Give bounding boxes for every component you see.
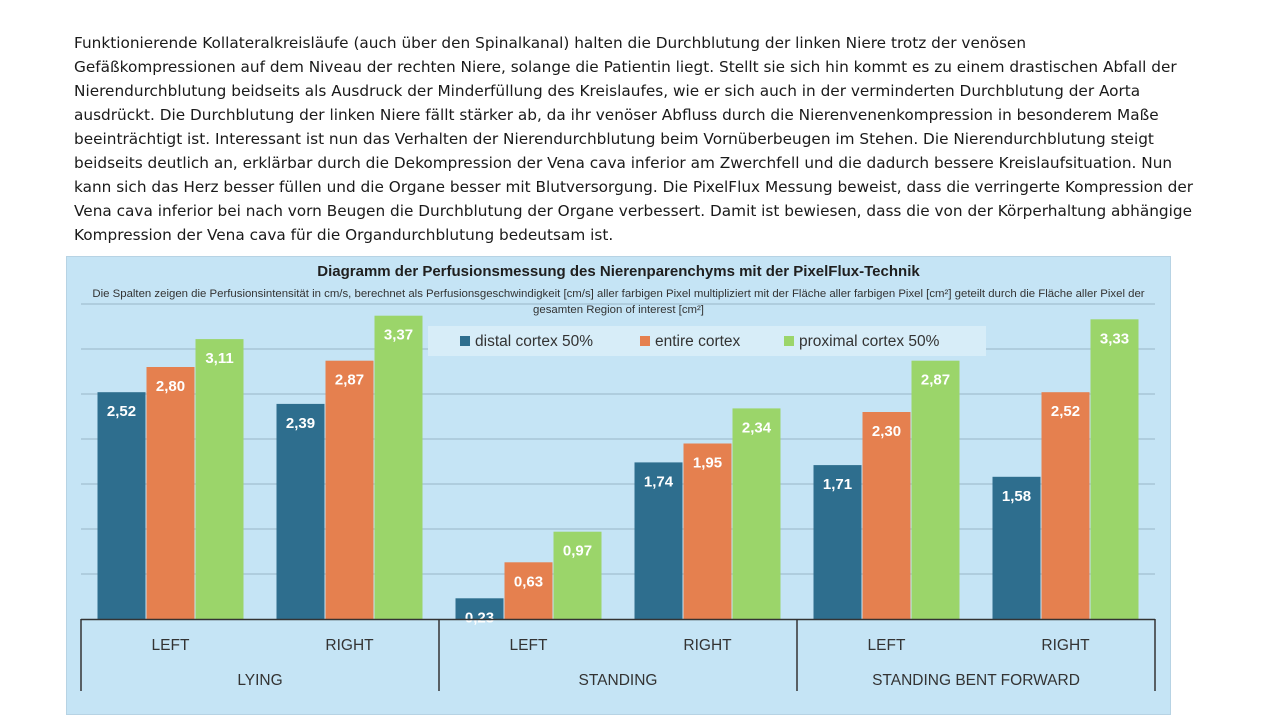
paragraph-line: beidseits deutlich an, erklärbar durch d…: [74, 154, 1173, 172]
data-label: 2,52: [107, 403, 136, 420]
data-label: 1,71: [823, 476, 852, 493]
data-label: 3,37: [384, 327, 413, 344]
bar-chart: distal cortex 50% entire cortex proximal c…: [80, 303, 1156, 691]
legend-label: entire cortex: [655, 333, 741, 350]
paragraph-line: Funktionierende Kollateralkreisläufe (au…: [74, 34, 1027, 52]
bar: [732, 408, 781, 619]
data-label: 1,74: [644, 473, 674, 490]
legend-box: [428, 326, 986, 356]
bar: [1041, 392, 1090, 619]
paragraph-line: Gefäßkompressionen auf dem Niveau der re…: [74, 58, 1177, 76]
chart-panel: Diagramm der Perfusionsmessung des Niere…: [66, 256, 1171, 715]
bar: [325, 360, 374, 619]
bar: [813, 465, 862, 619]
bar: [553, 531, 602, 619]
bar: [862, 412, 911, 619]
group-label: STANDING: [579, 672, 658, 689]
data-label: 1,95: [693, 455, 722, 472]
category-tick-label: RIGHT: [1041, 637, 1090, 654]
body-paragraph: Funktionierende Kollateralkreisläufe (au…: [74, 31, 1194, 247]
paragraph-line: ausdrückt. Die Durchblutung der linken N…: [74, 106, 1159, 124]
data-label: 0,23: [465, 609, 494, 626]
legend-label: proximal cortex 50%: [799, 333, 940, 350]
legend-label: distal cortex 50%: [475, 333, 593, 350]
data-label: 2,87: [921, 372, 950, 389]
category-tick-label: LEFT: [152, 637, 190, 654]
data-label: 1,58: [1002, 488, 1031, 505]
bar: [97, 392, 146, 619]
category-tick-label: LEFT: [510, 637, 548, 654]
legend-swatch: [784, 336, 794, 346]
bar: [276, 403, 325, 619]
data-label: 2,39: [286, 415, 315, 432]
category-tick-label: RIGHT: [683, 637, 732, 654]
category-tick-label: RIGHT: [325, 637, 374, 654]
paragraph-line: Kompression der Vena cava für die Organd…: [74, 226, 614, 244]
data-label: 2,80: [156, 378, 185, 395]
data-label: 2,30: [872, 423, 901, 440]
paragraph-line: kann sich das Herz besser füllen und die…: [74, 178, 1194, 196]
bar: [146, 367, 195, 619]
legend-swatch: [640, 336, 650, 346]
paragraph-line: Nierendurchblutung beidseits als Ausdruc…: [74, 82, 1141, 100]
data-label: 2,52: [1051, 403, 1080, 420]
data-label: 2,34: [742, 419, 772, 436]
legend-swatch: [460, 336, 470, 346]
data-label: 0,63: [514, 573, 543, 590]
bar: [634, 462, 683, 619]
bar: [195, 339, 244, 619]
paragraph-line: Vena cava inferior bei nach vorn Beugen …: [74, 202, 1192, 220]
bar: [504, 562, 553, 619]
bar: [992, 476, 1041, 619]
bar: [683, 443, 732, 619]
bar: [911, 360, 960, 619]
category-tick-label: LEFT: [868, 637, 906, 654]
data-label: 2,87: [335, 372, 364, 389]
data-label: 3,33: [1100, 330, 1129, 347]
bar: [374, 315, 423, 619]
group-label: LYING: [237, 672, 282, 689]
paragraph-line: beeinträchtigt ist. Interessant ist nun …: [74, 130, 1154, 148]
data-label: 3,11: [205, 350, 233, 367]
chart-title: Diagramm der Perfusionsmessung des Niere…: [317, 263, 920, 280]
data-label: 0,97: [563, 543, 592, 560]
group-label: STANDING BENT FORWARD: [872, 672, 1080, 689]
bar: [455, 598, 504, 619]
bar: [1090, 319, 1139, 619]
chart-subtitle: Die Spalten zeigen die Perfusionsintensi…: [92, 288, 1145, 316]
